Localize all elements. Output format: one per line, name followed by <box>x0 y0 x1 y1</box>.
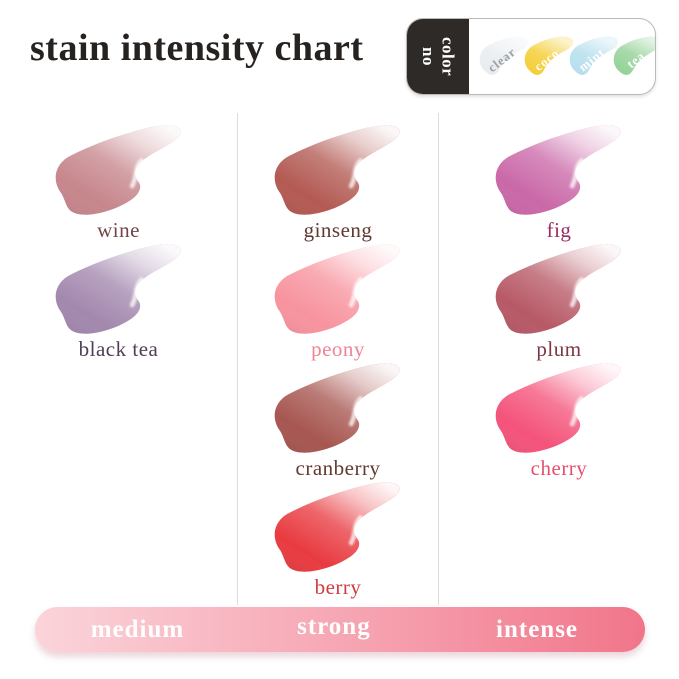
shade-ginseng: ginseng <box>250 123 426 242</box>
lip-smear-graphic <box>262 123 414 217</box>
shade-grid: wine black tea ginseng peony cranberr <box>0 113 679 605</box>
column-medium: wine black tea <box>0 113 237 605</box>
shade-fig: fig <box>471 123 647 242</box>
swatch-clear: clear <box>474 27 532 75</box>
column-strong: ginseng peony cranberry berry <box>237 113 438 605</box>
column-intense: fig plum cherry <box>438 113 679 605</box>
shade-label-ginseng: ginseng <box>303 218 373 242</box>
lip-smear-graphic <box>262 480 414 574</box>
shade-cherry: cherry <box>471 361 647 480</box>
lip-smear-graphic <box>43 123 195 217</box>
lip-smear-graphic <box>483 242 635 336</box>
no-color-label-line2: color <box>438 36 458 77</box>
lip-smear-graphic <box>483 361 635 455</box>
shade-wine: wine <box>31 123 207 242</box>
no-color-label-box: no color <box>407 19 469 94</box>
shade-label-plum: plum <box>536 337 582 361</box>
lip-smear-graphic <box>43 242 195 336</box>
shade-label-cherry: cherry <box>530 456 588 480</box>
shade-label-cranberry: cranberry <box>295 456 381 480</box>
no-color-label-line1: no <box>419 47 438 66</box>
shade-label-black-tea: black tea <box>78 337 159 361</box>
swatch-coco: coco <box>519 27 577 89</box>
swatch-tea: tea <box>608 27 656 89</box>
page-title: stain intensity chart <box>30 27 364 69</box>
scale-label-medium: medium <box>90 615 185 643</box>
shade-black-tea: black tea <box>31 242 207 361</box>
shade-plum: plum <box>471 242 647 361</box>
swatch-mint: mint <box>564 27 622 89</box>
no-color-label: no color <box>418 36 458 77</box>
no-color-swatches: clear coco mint tea <box>469 19 655 94</box>
no-color-badge: no color clear coco mint tea <box>406 18 656 95</box>
lip-smear-graphic <box>262 242 414 336</box>
shade-label-wine: wine <box>97 218 140 242</box>
lip-smear-graphic <box>262 361 414 455</box>
shade-peony: peony <box>250 242 426 361</box>
shade-label-fig: fig <box>546 218 572 242</box>
scale-label-strong: strong <box>297 612 371 640</box>
lip-smear-graphic <box>483 123 635 217</box>
intensity-scale-bar: medium strong intense <box>35 607 645 652</box>
shade-label-peony: peony <box>311 337 365 361</box>
shade-cranberry: cranberry <box>250 361 426 480</box>
scale-label-intense: intense <box>496 615 579 643</box>
shade-berry: berry <box>250 480 426 599</box>
shade-label-berry: berry <box>314 575 362 599</box>
